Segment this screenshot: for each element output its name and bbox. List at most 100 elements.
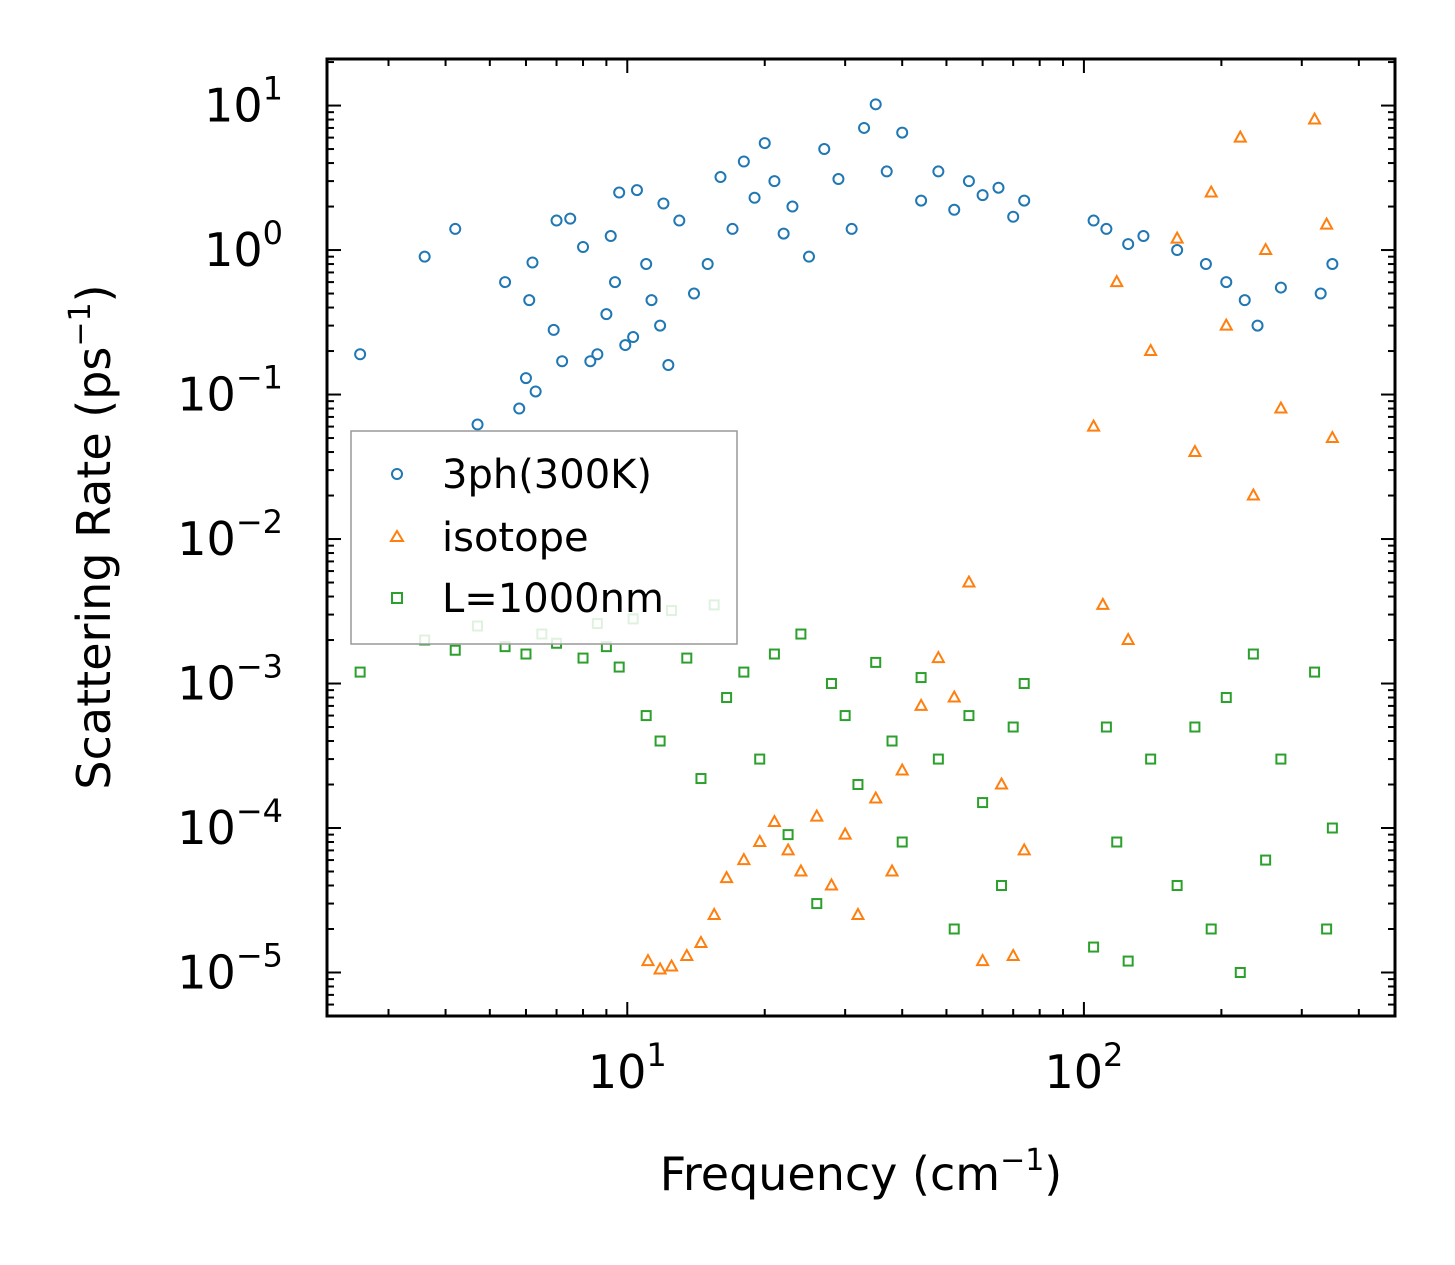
data-point [845, 222, 858, 235]
legend-marker-isotope [389, 529, 405, 542]
y-tick-label: 100 [204, 214, 283, 277]
data-point [652, 961, 668, 975]
data-point [547, 323, 560, 336]
data-point [1247, 648, 1259, 660]
data-point [1018, 678, 1030, 690]
data-point [858, 121, 871, 134]
data-point [714, 171, 727, 184]
data-point [780, 842, 796, 856]
data-point [811, 898, 823, 910]
data-point [613, 661, 625, 673]
data-point [523, 294, 536, 307]
data-point [1111, 836, 1123, 848]
data-point [1220, 276, 1233, 289]
data-point [802, 250, 815, 263]
data-point [721, 692, 733, 704]
data-point [627, 331, 640, 344]
data-point [1233, 129, 1248, 143]
data-point [701, 258, 714, 271]
data-point [1321, 923, 1333, 935]
data-point [1007, 721, 1019, 733]
data-point [1187, 443, 1203, 458]
data-point [354, 666, 366, 678]
data-point [604, 230, 617, 243]
data-point [915, 672, 927, 684]
data-point [640, 258, 653, 271]
data-point [1171, 880, 1183, 892]
data-point [886, 735, 898, 747]
data-point [654, 735, 666, 747]
data-point [809, 808, 824, 822]
data-point [1258, 241, 1273, 256]
data-point [1326, 822, 1338, 834]
data-point [948, 203, 961, 216]
data-point [738, 666, 750, 678]
data-point [1017, 842, 1032, 856]
plot-frame [325, 57, 1397, 1018]
data-point [688, 287, 701, 300]
data-point [895, 762, 910, 776]
data-point [850, 906, 866, 921]
data-point [1122, 238, 1135, 251]
data-point [619, 339, 632, 352]
data-point [1204, 184, 1219, 198]
data-point [752, 833, 767, 848]
data-point [513, 402, 526, 415]
data-point [657, 197, 670, 210]
y-tick-label: 10−2 [177, 503, 283, 566]
data-point [1199, 258, 1212, 271]
data-point [736, 851, 752, 866]
data-point [818, 143, 831, 156]
data-point [1095, 596, 1111, 610]
data-point [681, 652, 693, 664]
data-point [768, 175, 781, 188]
data-point [793, 863, 809, 877]
data-point [662, 359, 675, 372]
data-point [577, 240, 590, 253]
legend: 3ph(300K) isotope L=1000nm [350, 430, 738, 645]
data-point [931, 650, 946, 664]
data-point [591, 348, 604, 361]
data-point [994, 776, 1009, 790]
data-point [795, 628, 807, 640]
data-point [1246, 487, 1261, 501]
data-point [961, 574, 977, 588]
data-point [550, 214, 563, 227]
legend-label-boundary: L=1000nm [442, 576, 664, 622]
data-point [996, 880, 1008, 892]
data-point [870, 656, 882, 668]
legend-marker-3ph [391, 468, 403, 480]
y-tick-label: 10−3 [177, 648, 283, 711]
data-point [1326, 258, 1339, 271]
series-0 [354, 98, 1339, 431]
data-point [1087, 214, 1100, 227]
data-point [1189, 721, 1201, 733]
data-point [868, 790, 883, 804]
data-point [1234, 967, 1246, 979]
data-point [1005, 947, 1021, 962]
data-point [471, 418, 484, 431]
legend-marker-boundary [391, 592, 403, 604]
data-point [915, 194, 928, 207]
data-point [1143, 342, 1158, 357]
data-point [706, 906, 722, 921]
data-point [679, 947, 694, 962]
data-point [1109, 274, 1124, 288]
data-point [880, 165, 893, 178]
data-point [449, 644, 461, 656]
data-point [654, 319, 667, 332]
data-point [1088, 941, 1100, 953]
data-point [526, 256, 539, 269]
legend-label-isotope: isotope [442, 515, 589, 561]
data-point [963, 710, 975, 722]
data-point [1314, 287, 1327, 300]
data-point [600, 308, 613, 321]
data-point [1219, 317, 1234, 331]
data-point [1238, 294, 1251, 307]
data-point [1307, 111, 1322, 125]
data-point [564, 212, 577, 225]
data-point [577, 652, 589, 664]
data-point [418, 250, 431, 263]
data-point [913, 697, 929, 711]
